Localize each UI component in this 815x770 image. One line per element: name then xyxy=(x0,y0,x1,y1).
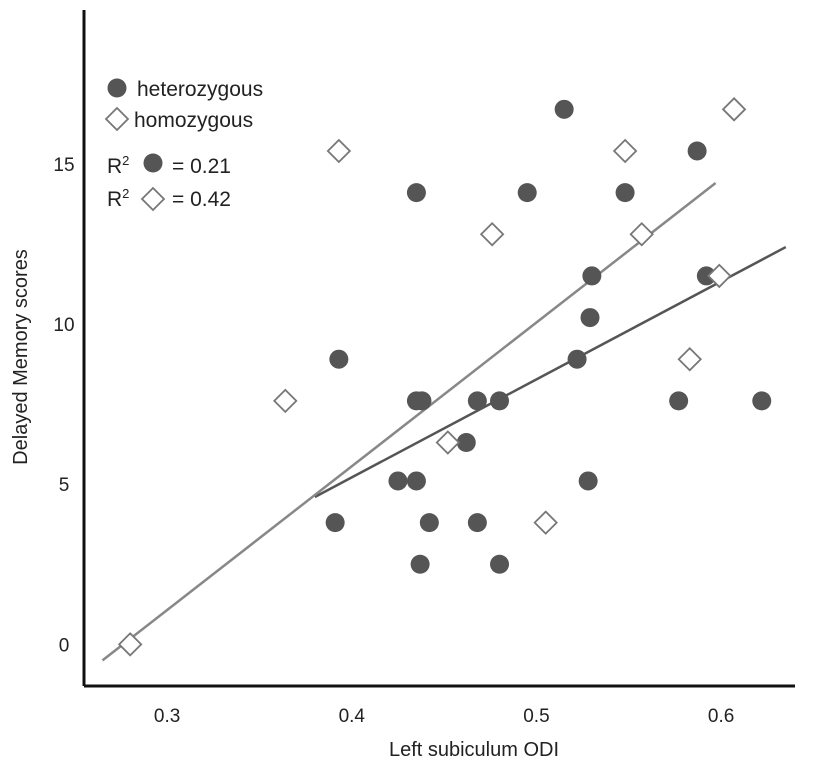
y-tick-label: 0 xyxy=(59,635,70,656)
data-points xyxy=(117,97,772,657)
heterozygous-point xyxy=(412,391,432,411)
heterozygous-point xyxy=(580,308,600,328)
homozygous-point xyxy=(117,632,143,657)
heterozygous-point xyxy=(419,513,439,533)
fit-lines xyxy=(101,182,787,662)
homozygous-point xyxy=(612,138,638,164)
y-tick-label: 5 xyxy=(59,475,70,496)
homozygous-point xyxy=(435,430,461,455)
homozygous-point xyxy=(479,221,505,247)
heterozygous-point xyxy=(410,554,430,574)
legend-r2-heterozygous-value: = 0.21 xyxy=(172,155,231,178)
heterozygous-point xyxy=(687,141,707,161)
homozygous-point xyxy=(707,263,732,289)
heterozygous-point xyxy=(567,349,587,369)
heterozygous-point xyxy=(615,183,635,203)
heterozygous-point xyxy=(578,471,598,491)
legend-heterozygous-label: heterozygous xyxy=(137,78,263,101)
y-tick-label: 15 xyxy=(53,155,74,176)
heterozygous-point xyxy=(467,391,487,411)
y-tick-labels: 0 5 10 15 xyxy=(53,155,74,657)
x-axis-title: Left subiculum ODI xyxy=(389,739,559,761)
legend-homozygous-label: homozygous xyxy=(134,109,253,132)
heterozygous-point xyxy=(752,391,772,411)
heterozygous-point xyxy=(554,99,574,119)
heterozygous-point xyxy=(406,183,426,203)
homozygous-point xyxy=(273,388,298,414)
heterozygous-point xyxy=(582,266,602,286)
legend-r2-homozygous-marker xyxy=(140,186,166,212)
legend: heterozygous homozygous R2 = 0.21 R2 = 0… xyxy=(104,78,263,212)
homozygous-fit-line xyxy=(101,182,717,662)
legend-r2-heterozygous-marker xyxy=(143,153,163,173)
y-axis-title: Delayed Memory scores xyxy=(10,249,32,465)
heterozygous-point xyxy=(467,513,487,533)
legend-r2-homozygous-value: = 0.42 xyxy=(172,188,231,211)
heterozygous-point xyxy=(325,513,345,533)
y-tick-label: 10 xyxy=(53,315,74,336)
heterozygous-point xyxy=(669,391,689,411)
heterozygous-point xyxy=(329,349,349,369)
homozygous-point xyxy=(629,221,654,247)
heterozygous-fit-line xyxy=(314,245,787,499)
axes xyxy=(82,10,795,688)
heterozygous-point xyxy=(490,391,510,411)
homozygous-point xyxy=(533,510,558,535)
x-tick-label: 0.6 xyxy=(708,706,734,727)
heterozygous-point xyxy=(696,266,716,286)
heterozygous-point xyxy=(490,554,510,574)
x-tick-labels: 0.3 0.4 0.5 0.6 xyxy=(154,706,734,727)
x-tick-label: 0.4 xyxy=(339,706,366,727)
heterozygous-point xyxy=(517,183,537,203)
legend-homozygous-marker xyxy=(104,106,130,132)
x-tick-label: 0.3 xyxy=(154,706,180,727)
homozygous-point xyxy=(677,346,703,372)
heterozygous-point xyxy=(388,471,408,491)
legend-r2-homozygous-symbol: R2 xyxy=(107,186,129,211)
x-tick-label: 0.5 xyxy=(523,706,549,727)
legend-r2-heterozygous-symbol: R2 xyxy=(107,153,129,178)
legend-heterozygous-marker xyxy=(107,78,127,98)
homozygous-point xyxy=(326,138,352,164)
heterozygous-point xyxy=(456,433,476,453)
heterozygous-point xyxy=(406,471,426,491)
homozygous-point xyxy=(721,97,747,122)
